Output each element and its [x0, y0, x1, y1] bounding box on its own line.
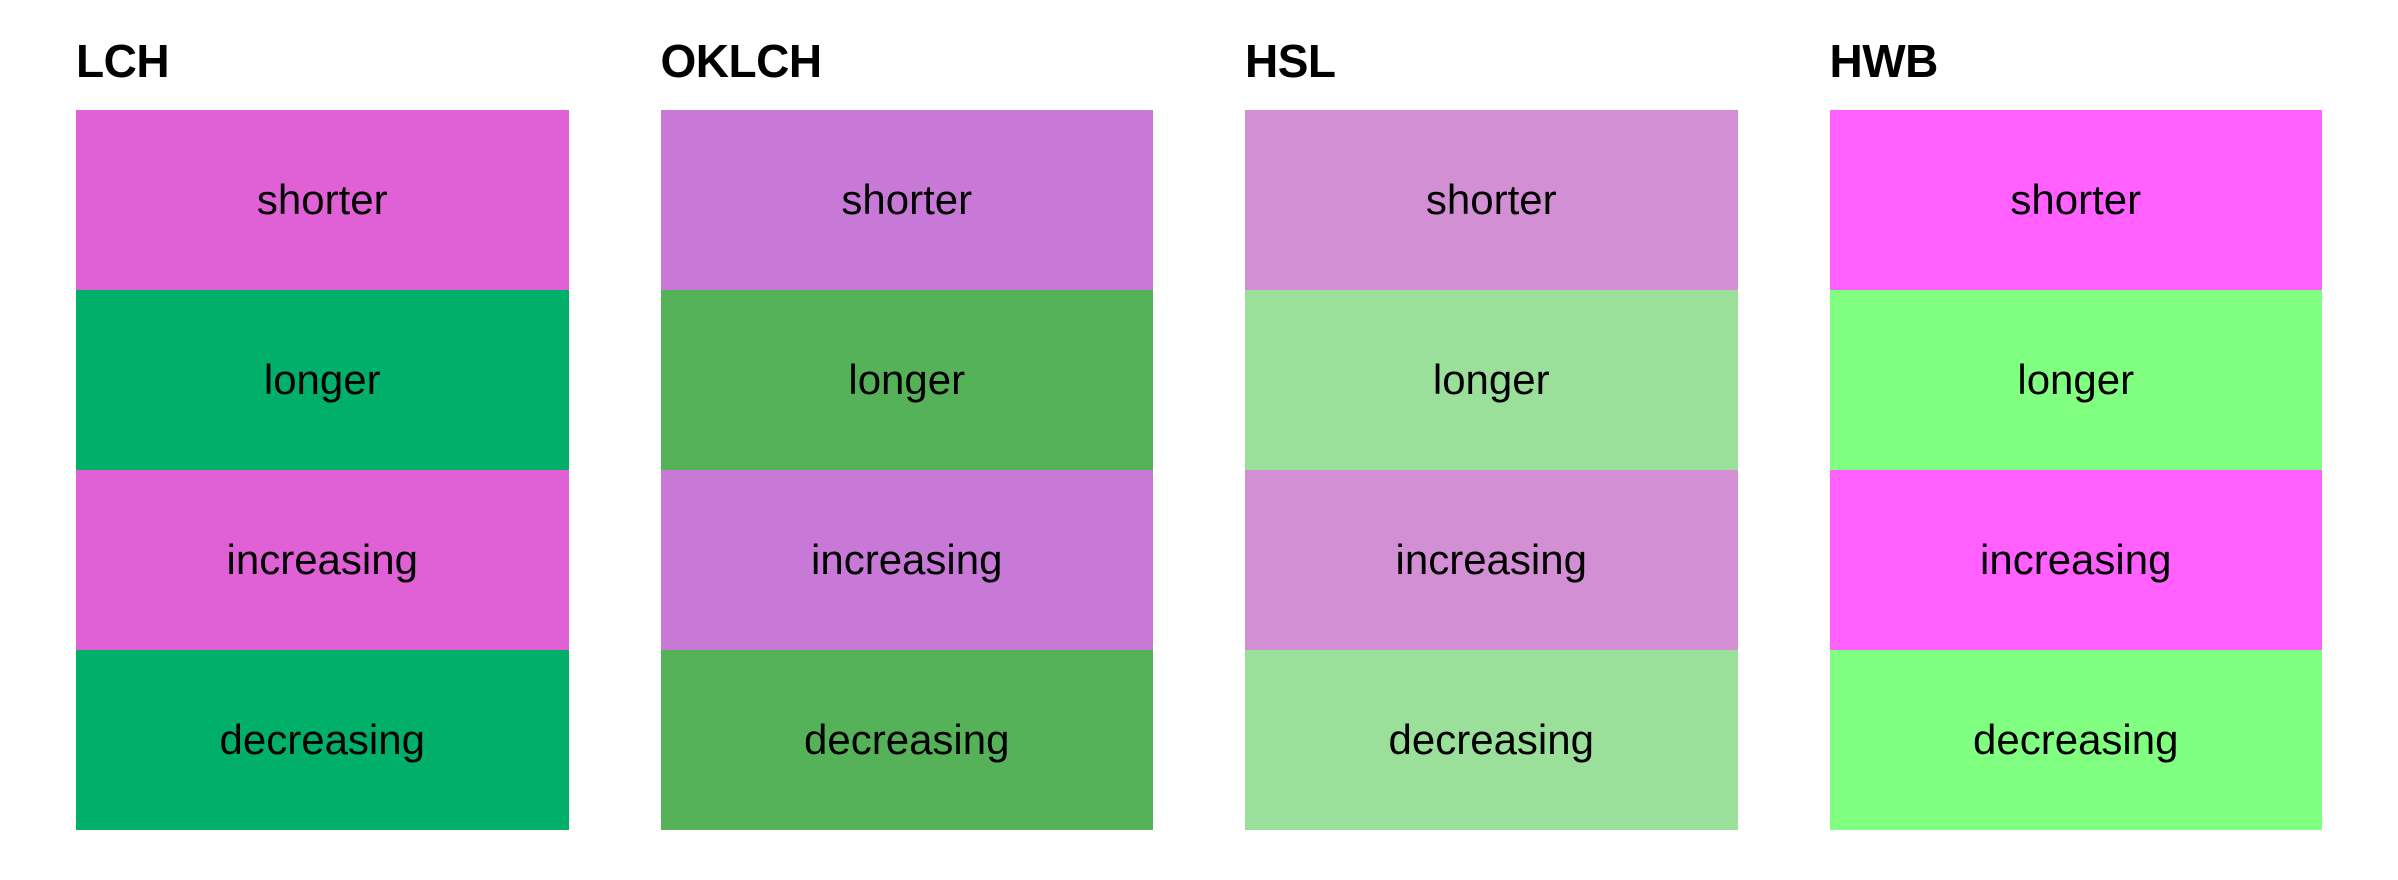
- swatch-stack: shorter longer increasing decreasing: [661, 110, 1154, 830]
- column-oklch: OKLCH shorter longer increasing decreasi…: [661, 34, 1154, 820]
- swatch-increasing: increasing: [1245, 470, 1738, 650]
- column-title: OKLCH: [661, 34, 1154, 88]
- swatch-decreasing: decreasing: [661, 650, 1154, 830]
- swatch-decreasing: decreasing: [1830, 650, 2323, 830]
- column-title: HWB: [1830, 34, 2323, 88]
- swatch-label: longer: [2017, 356, 2134, 404]
- swatch-label: shorter: [841, 176, 972, 224]
- column-hwb: HWB shorter longer increasing decreasing: [1830, 34, 2323, 820]
- swatch-label: longer: [848, 356, 965, 404]
- comparison-grid: LCH shorter longer increasing decreasing…: [0, 0, 2398, 880]
- column-title: HSL: [1245, 34, 1738, 88]
- swatch-label: shorter: [2010, 176, 2141, 224]
- swatch-label: increasing: [811, 536, 1002, 584]
- swatch-stack: shorter longer increasing decreasing: [76, 110, 569, 830]
- swatch-label: decreasing: [220, 716, 425, 764]
- swatch-longer: longer: [661, 290, 1154, 470]
- swatch-decreasing: decreasing: [1245, 650, 1738, 830]
- swatch-label: shorter: [257, 176, 388, 224]
- swatch-label: shorter: [1426, 176, 1557, 224]
- swatch-shorter: shorter: [661, 110, 1154, 290]
- swatch-shorter: shorter: [1830, 110, 2323, 290]
- swatch-stack: shorter longer increasing decreasing: [1245, 110, 1738, 830]
- swatch-longer: longer: [1245, 290, 1738, 470]
- swatch-increasing: increasing: [1830, 470, 2323, 650]
- swatch-increasing: increasing: [661, 470, 1154, 650]
- column-title: LCH: [76, 34, 569, 88]
- swatch-label: decreasing: [1973, 716, 2178, 764]
- swatch-shorter: shorter: [1245, 110, 1738, 290]
- swatch-shorter: shorter: [76, 110, 569, 290]
- column-lch: LCH shorter longer increasing decreasing: [76, 34, 569, 820]
- swatch-increasing: increasing: [76, 470, 569, 650]
- swatch-label: increasing: [1980, 536, 2171, 584]
- swatch-stack: shorter longer increasing decreasing: [1830, 110, 2323, 830]
- swatch-longer: longer: [1830, 290, 2323, 470]
- swatch-label: increasing: [227, 536, 418, 584]
- swatch-label: longer: [1433, 356, 1550, 404]
- swatch-label: decreasing: [1389, 716, 1594, 764]
- column-hsl: HSL shorter longer increasing decreasing: [1245, 34, 1738, 820]
- swatch-label: longer: [264, 356, 381, 404]
- swatch-decreasing: decreasing: [76, 650, 569, 830]
- swatch-label: decreasing: [804, 716, 1009, 764]
- swatch-label: increasing: [1396, 536, 1587, 584]
- swatch-longer: longer: [76, 290, 569, 470]
